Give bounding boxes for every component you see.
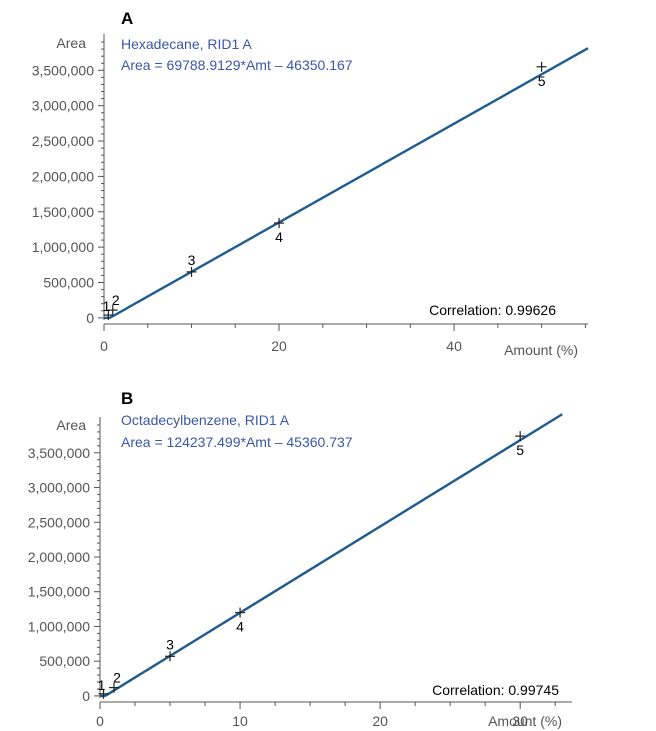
x-tick-label: 0 [100,338,108,354]
y-axis-title: Area [56,35,86,51]
x-tick-label: 20 [372,713,388,729]
y-tick-label: 3,000,000 [28,480,90,496]
panel-b: 0 500,000 1,000,000 1,500,000 2,000,000 2,500… [28,389,572,729]
point-label: 4 [275,229,283,245]
panel-letter: B [121,389,133,408]
point-label: 1 [102,298,110,314]
y-tick-label: 0 [86,310,94,326]
point-label: 2 [112,292,120,308]
x-tick-label: 10 [232,713,248,729]
point-label: 5 [516,442,524,458]
y-tick-label: 1,500,000 [32,204,94,220]
data-point-3: 3 [165,636,176,662]
y-tick-label: 500,000 [39,653,90,669]
fit-line [109,47,589,319]
correlation-label: Correlation: 0.99626 [429,302,556,318]
y-tick-label: 500,000 [43,275,94,291]
y-tick-label: 2,000,000 [32,168,94,184]
data-point-5: 5 [536,61,547,89]
point-label: 2 [113,670,121,686]
data-point-5: 5 [515,431,526,458]
data-point-3: 3 [186,252,197,277]
data-point-4: 4 [274,218,285,245]
panel-letter: A [121,9,133,28]
y-tick-label: 1,000,000 [28,618,90,634]
point-label: 3 [188,252,196,268]
point-label: 3 [166,636,174,652]
data-point-4: 4 [235,607,246,635]
y-tick-label: 3,500,000 [28,445,90,461]
y-tick-label: 1,500,000 [28,584,90,600]
fit-equation: Area = 69788.9129*Amt – 46350.167 [121,57,353,73]
correlation-label: Correlation: 0.99745 [432,682,559,698]
fit-equation: Area = 124237.499*Amt – 45360.737 [121,434,353,450]
panel-a: 0 500,000 1,000,000 1,500,000 2,000,000 2,500… [32,9,589,358]
compound-label: Hexadecane, RID1 A [121,36,252,52]
data-point-2: 2 [107,292,120,316]
y-tick-label: 1,000,000 [32,239,94,255]
y-axis-title: Area [56,417,86,433]
x-tick-label: 40 [446,338,462,354]
data-point-1: 1 [102,298,114,321]
data-point-2: 2 [109,670,121,693]
y-tick-label: 2,000,000 [28,549,90,565]
y-tick-label: 2,500,000 [28,514,90,530]
point-label: 1 [98,677,106,693]
x-tick-label: 30 [512,713,528,729]
y-tick-label: 3,500,000 [32,62,94,78]
point-label: 5 [538,73,546,89]
y-tick-label: 2,500,000 [32,133,94,149]
compound-label: Octadecylbenzene, RID1 A [121,412,290,428]
point-label: 4 [236,619,244,635]
x-tick-label: 20 [271,338,287,354]
y-tick-label: 0 [82,688,90,704]
x-axis-title: Amount (%) [488,713,562,729]
data-point-1: 1 [98,677,109,699]
y-tick-label: 3,000,000 [32,98,94,114]
x-tick-label: 0 [96,713,104,729]
fit-line [104,413,563,697]
x-axis-title: Amount (%) [504,342,578,358]
